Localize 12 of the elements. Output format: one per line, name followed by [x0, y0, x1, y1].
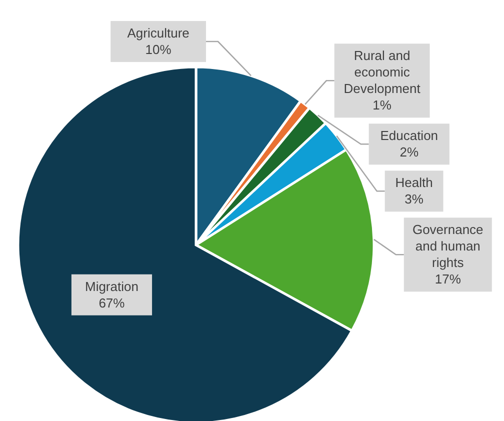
data-label: 3%: [404, 192, 424, 207]
slice-label: Agriculture: [127, 26, 190, 40]
slice-label: Health: [395, 175, 433, 190]
data-label: 2%: [400, 144, 419, 160]
slice-label: Rural and economic Development: [344, 48, 421, 96]
data-label: 67%: [98, 295, 126, 310]
data-label: 10%: [145, 42, 172, 57]
slice-label: Education: [380, 128, 438, 144]
slice-label: Migration: [85, 278, 138, 294]
slice-label: Governance and human rights: [412, 222, 484, 270]
data-label: 17%: [434, 272, 462, 287]
data-label: 1%: [372, 98, 392, 113]
